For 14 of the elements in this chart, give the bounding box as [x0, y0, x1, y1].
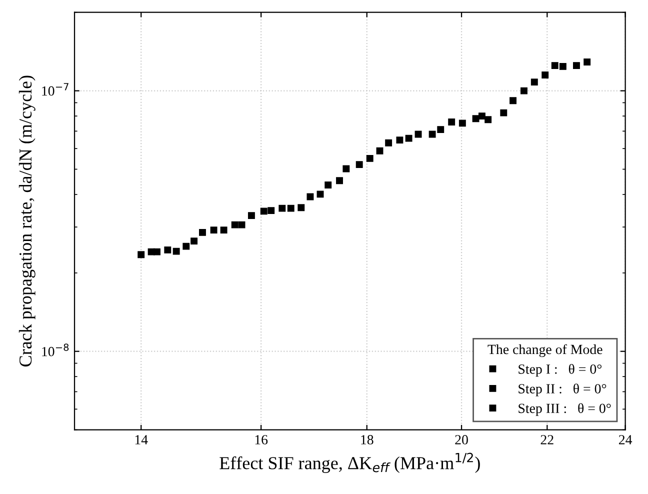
x-tick-label: 16	[255, 435, 268, 444]
x-tick-label: 20	[455, 435, 468, 444]
y-tick-label: 10$^{−7}$	[42, 83, 68, 96]
x-tick-label: 18	[361, 435, 374, 444]
legend-label: Step III : θ = 0°	[518, 403, 611, 416]
legend-title: The change of Mode	[488, 344, 602, 358]
y-tick-label: 10$^{−8}$	[42, 344, 69, 356]
legend-label: Step II : θ = 0°	[518, 384, 606, 396]
y-axis-title: Crack propagation rate, da/dN (m/cycle)	[18, 76, 36, 366]
x-tick-label: 22	[540, 435, 554, 444]
legend-label: Step I : θ = 0°	[518, 364, 602, 377]
x-tick-label: 24	[618, 435, 632, 444]
x-axis-title: Effect SIF range, ΔK$_{eff}$ (MPa·m$^{1/2}$)	[220, 452, 480, 473]
x-tick-label: 14	[135, 435, 148, 444]
